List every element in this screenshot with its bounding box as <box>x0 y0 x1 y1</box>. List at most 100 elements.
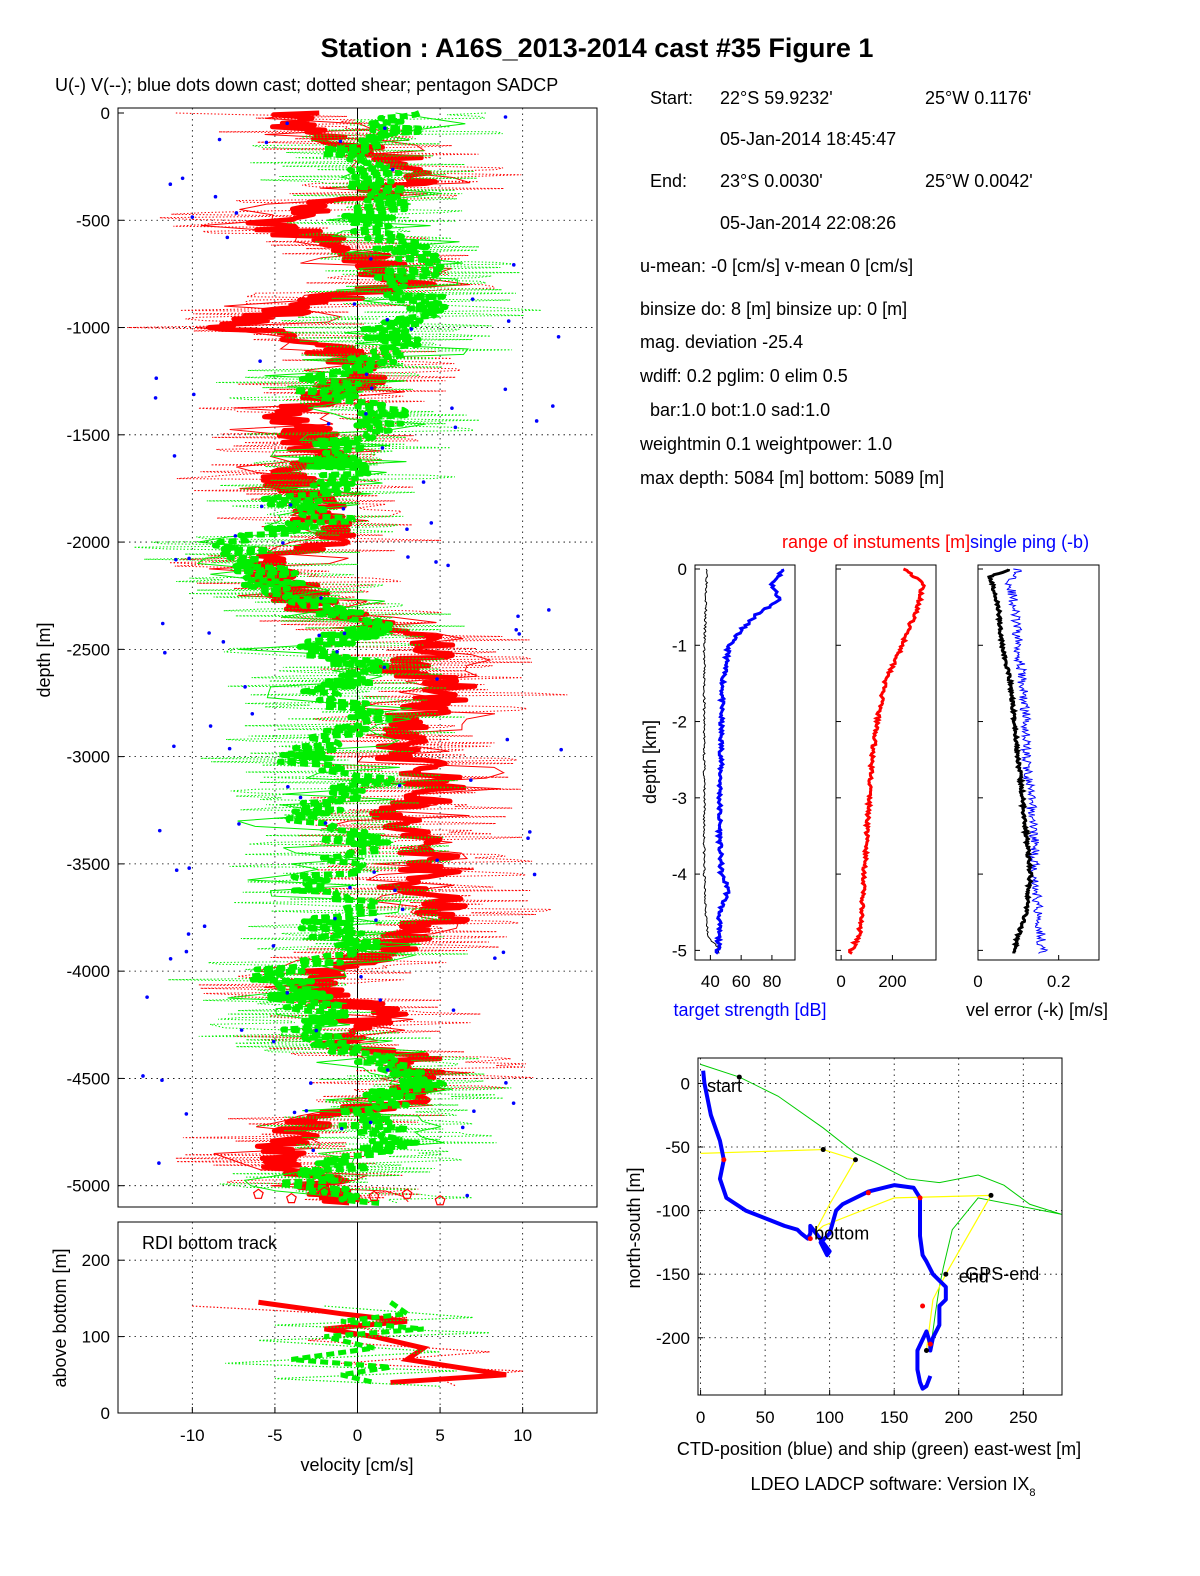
position-xtick-label: 150 <box>880 1408 908 1427</box>
downcast-dot <box>154 376 159 381</box>
downcast-dot <box>451 1008 456 1012</box>
downcast-dot <box>378 998 383 1002</box>
position-axes <box>697 1057 1063 1396</box>
velocity-ytick-label: -1500 <box>67 426 110 445</box>
downcast-dot <box>234 211 239 215</box>
position-xtick-label: 100 <box>815 1408 843 1427</box>
info-binsize: binsize do: 8 [m] binsize up: 0 [m] <box>640 299 907 319</box>
target-strength-lines <box>702 568 785 955</box>
position-ytick-label: -200 <box>656 1329 690 1348</box>
info-end-time: 05-Jan-2014 22:08:26 <box>720 213 896 233</box>
reference-strength-line <box>702 568 720 954</box>
downcast-dot <box>288 503 293 507</box>
downcast-dot <box>505 737 510 742</box>
downcast-dot <box>281 541 285 545</box>
ship-marker <box>736 1074 742 1080</box>
downcast-dot <box>208 724 213 728</box>
velocity-profile-title: U(-) V(--); blue dots down cast; dotted … <box>55 75 558 95</box>
downcast-dot <box>187 866 191 870</box>
position-annotation: GPS-end <box>965 1264 1039 1284</box>
v-profile-line <box>211 110 449 1206</box>
downcast-dot <box>233 534 238 538</box>
velocity-profile-lines <box>127 108 568 1207</box>
info-means: u-mean: -0 [cm/s] v-mean 0 [cm/s] <box>640 256 913 276</box>
downcast-dot <box>187 556 191 561</box>
downcast-dot <box>453 425 458 430</box>
bottom-xtick-label: -5 <box>267 1426 282 1445</box>
figure-title: Station : A16S_2013-2014 cast #35 Figure… <box>321 33 874 63</box>
sadcp-pentagon <box>285 1192 297 1204</box>
ship-marker <box>988 1192 994 1198</box>
downcast-dot <box>192 392 196 397</box>
downcast-dot <box>314 1028 319 1033</box>
downcast-dot <box>526 836 530 841</box>
range-line <box>848 567 926 955</box>
small-xtick-label: 200 <box>878 972 906 991</box>
downcast-dot <box>470 297 475 301</box>
small-xtick-label: 40 <box>701 972 720 991</box>
info-start-time: 05-Jan-2014 18:45:47 <box>720 129 896 149</box>
small-ytick-label: -4 <box>672 865 687 884</box>
bottom-xtick-label: 0 <box>353 1426 362 1445</box>
target-strength-line <box>714 568 785 955</box>
downcast-dot <box>348 885 352 890</box>
velocity-ytick-label: -1000 <box>67 319 110 338</box>
downcast-dot <box>469 778 473 782</box>
downcast-dot <box>382 665 387 670</box>
small-xtick-label: 80 <box>762 972 781 991</box>
downcast-dot <box>503 115 508 119</box>
downcast-dot <box>517 632 522 636</box>
downcast-dot <box>559 747 563 752</box>
downcast-dot <box>372 870 376 874</box>
bottom-xtick-label: 10 <box>513 1426 532 1445</box>
range-chart: 0 200 <box>835 564 937 991</box>
position-annotation: end <box>959 1267 989 1287</box>
downcast-dot <box>172 454 177 458</box>
downcast-dot <box>551 404 555 408</box>
downcast-dot <box>225 235 230 240</box>
position-ytick-label: 0 <box>681 1074 690 1093</box>
downcast-dot <box>319 596 323 600</box>
downcast-dot <box>285 991 290 995</box>
downcast-dot <box>352 302 357 306</box>
ctd-marker <box>721 1157 727 1163</box>
downcast-dot <box>141 1074 145 1078</box>
downcast-dot <box>503 387 508 392</box>
downcast-dot <box>385 1068 390 1072</box>
downcast-dot <box>547 608 551 612</box>
info-weight: weightmin 0.1 weightpower: 1.0 <box>639 434 892 454</box>
target-strength-axes <box>694 564 796 961</box>
position-xtick-label: 250 <box>1009 1408 1037 1427</box>
downcast-dot <box>308 1081 313 1085</box>
velocity-ytick-label: -2500 <box>67 640 110 659</box>
software-version-sub: 8 <box>1029 1487 1035 1499</box>
velocity-profile-axes <box>117 107 598 1208</box>
downcast-dot <box>501 950 506 955</box>
downcast-dot <box>174 868 179 873</box>
info-magdev: mag. deviation -25.4 <box>640 332 803 352</box>
downcast-dot <box>421 480 426 484</box>
downcast-dot <box>217 137 222 142</box>
downcast-dot <box>341 506 346 511</box>
target-strength-xlabel: target strength [dB] <box>673 1000 826 1020</box>
range-lines <box>848 567 926 955</box>
downcast-dot <box>472 1109 476 1114</box>
cast-info: Start: 22°S 59.9232' 25°W 0.1176' 05-Jan… <box>639 88 1033 488</box>
downcast-dot <box>465 1193 470 1198</box>
velocity-ytick-label: -2000 <box>67 533 110 552</box>
downcast-dot <box>390 167 395 172</box>
downcast-dot <box>190 215 195 219</box>
downcast-dot <box>180 176 185 181</box>
downcast-dot <box>359 974 363 979</box>
position-ytick-label: -100 <box>656 1202 690 1221</box>
downcast-dot <box>342 631 347 636</box>
vel-error-axes <box>977 564 1100 961</box>
velocity-ytick-label: -4500 <box>67 1069 110 1088</box>
bottom-ytick-label: 100 <box>82 1328 110 1347</box>
downcast-dot <box>184 1112 189 1116</box>
position-ylabel: north-south [m] <box>624 1167 644 1288</box>
downcast-dot <box>556 334 561 339</box>
position-xtick-label: 50 <box>756 1408 775 1427</box>
downcast-dot <box>304 1108 309 1113</box>
downcast-dot <box>227 746 232 751</box>
